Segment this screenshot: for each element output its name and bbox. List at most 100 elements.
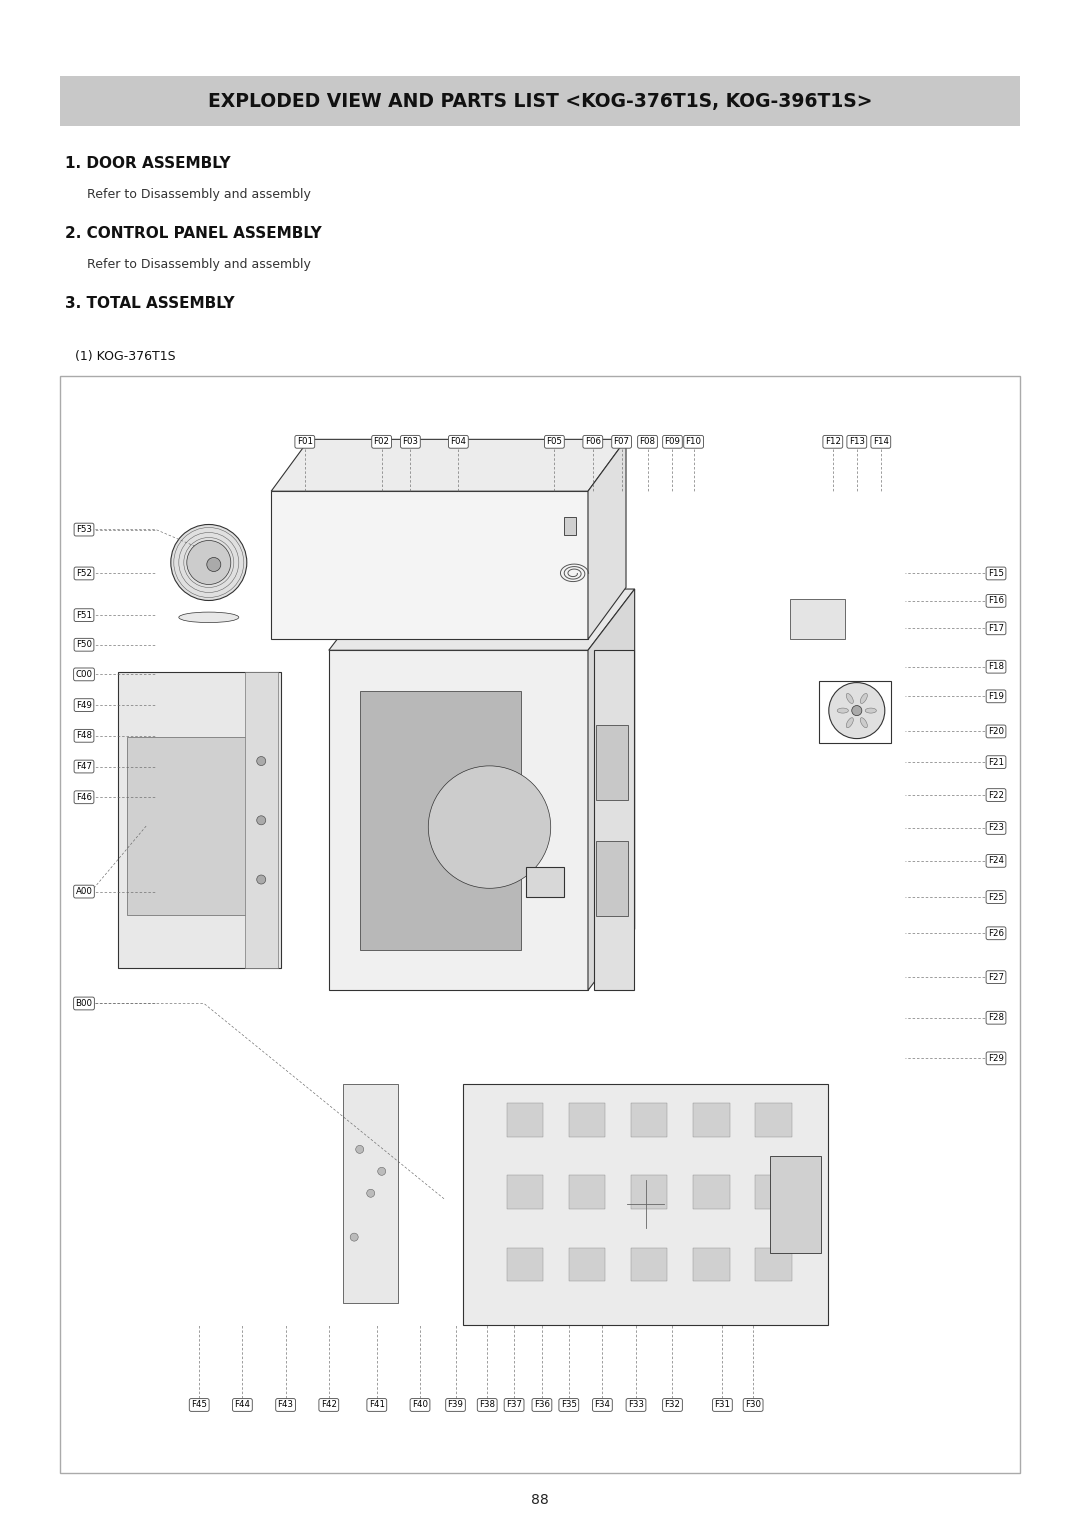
Bar (360, 691, 521, 949)
Ellipse shape (865, 707, 876, 714)
Text: F23: F23 (988, 824, 1004, 833)
Text: 1. DOOR ASSEMBLY: 1. DOOR ASSEMBLY (65, 156, 231, 171)
Text: 88: 88 (531, 1493, 549, 1507)
Text: F25: F25 (988, 892, 1004, 902)
Bar (569, 1175, 606, 1209)
Text: F52: F52 (76, 568, 92, 578)
Bar (693, 1175, 729, 1209)
Bar (789, 599, 845, 639)
Text: 2. CONTROL PANEL ASSEMBLY: 2. CONTROL PANEL ASSEMBLY (65, 226, 322, 241)
Ellipse shape (837, 707, 849, 714)
Text: F02: F02 (374, 437, 390, 446)
Text: 3. TOTAL ASSEMBLY: 3. TOTAL ASSEMBLY (65, 296, 234, 312)
Text: Refer to Disassembly and assembly: Refer to Disassembly and assembly (87, 188, 311, 202)
Bar (328, 651, 588, 990)
Circle shape (852, 706, 862, 715)
Text: Refer to Disassembly and assembly: Refer to Disassembly and assembly (87, 258, 311, 270)
Bar (631, 1103, 667, 1137)
Text: F09: F09 (664, 437, 680, 446)
Bar (507, 1175, 543, 1209)
Text: F13: F13 (849, 437, 865, 446)
Circle shape (367, 1189, 375, 1198)
Text: F28: F28 (988, 1013, 1004, 1022)
Text: F47: F47 (76, 762, 92, 772)
Text: F15: F15 (988, 568, 1004, 578)
Bar (693, 1103, 729, 1137)
Bar (755, 1248, 792, 1282)
Text: F18: F18 (988, 662, 1004, 671)
Text: F38: F38 (480, 1401, 496, 1409)
Polygon shape (271, 440, 626, 490)
Text: F10: F10 (686, 437, 702, 446)
Circle shape (355, 1146, 364, 1154)
Ellipse shape (861, 694, 867, 703)
Circle shape (429, 766, 551, 888)
Polygon shape (588, 440, 626, 639)
Text: F43: F43 (278, 1401, 294, 1409)
Text: F41: F41 (368, 1401, 384, 1409)
Text: F03: F03 (403, 437, 418, 446)
Text: F26: F26 (988, 929, 1004, 938)
Text: F44: F44 (234, 1401, 251, 1409)
Text: F19: F19 (988, 692, 1004, 701)
Bar (118, 672, 281, 969)
Text: F31: F31 (714, 1401, 730, 1409)
Bar (819, 680, 891, 743)
Bar (507, 1248, 543, 1282)
Text: F22: F22 (988, 790, 1004, 799)
Text: F40: F40 (411, 1401, 428, 1409)
Text: B00: B00 (76, 999, 93, 1008)
Text: F04: F04 (450, 437, 467, 446)
Bar (60, 376, 1020, 1473)
Ellipse shape (861, 718, 867, 727)
Bar (343, 1083, 399, 1303)
Text: F05: F05 (546, 437, 563, 446)
Bar (596, 840, 629, 915)
Text: F27: F27 (988, 973, 1004, 981)
Bar (60, 76, 1020, 125)
Text: F49: F49 (76, 701, 92, 709)
Bar (596, 726, 629, 799)
Circle shape (828, 683, 885, 738)
Bar (770, 1157, 821, 1253)
Text: F36: F36 (534, 1401, 550, 1409)
Ellipse shape (179, 613, 239, 622)
Bar (631, 1248, 667, 1282)
Circle shape (257, 756, 266, 766)
Text: F42: F42 (321, 1401, 337, 1409)
Bar (569, 1248, 606, 1282)
Text: F07: F07 (613, 437, 630, 446)
Text: F35: F35 (561, 1401, 577, 1409)
Text: EXPLODED VIEW AND PARTS LIST <KOG-376T1S, KOG-396T1S>: EXPLODED VIEW AND PARTS LIST <KOG-376T1S… (207, 92, 873, 110)
Text: F20: F20 (988, 727, 1004, 736)
Text: F50: F50 (76, 640, 92, 649)
Text: F21: F21 (988, 758, 1004, 767)
Text: F45: F45 (191, 1401, 207, 1409)
Bar (245, 672, 278, 969)
Circle shape (171, 524, 247, 601)
Bar (463, 1083, 828, 1325)
Text: F01: F01 (297, 437, 313, 446)
Circle shape (206, 558, 220, 571)
Text: F16: F16 (988, 596, 1004, 605)
Text: F30: F30 (745, 1401, 761, 1409)
Bar (507, 1103, 543, 1137)
Bar (271, 490, 588, 639)
Text: F39: F39 (447, 1401, 463, 1409)
Text: F29: F29 (988, 1054, 1004, 1063)
Ellipse shape (847, 694, 853, 703)
Text: F33: F33 (627, 1401, 644, 1409)
Text: F53: F53 (76, 526, 92, 535)
Text: F24: F24 (988, 856, 1004, 865)
Circle shape (257, 816, 266, 825)
Bar (594, 651, 634, 990)
Text: F32: F32 (664, 1401, 680, 1409)
Circle shape (187, 541, 231, 585)
Bar (564, 516, 576, 535)
Circle shape (350, 1233, 359, 1241)
Text: F37: F37 (507, 1401, 522, 1409)
Polygon shape (328, 588, 635, 651)
Ellipse shape (847, 718, 853, 727)
Bar (755, 1175, 792, 1209)
Bar (631, 1175, 667, 1209)
